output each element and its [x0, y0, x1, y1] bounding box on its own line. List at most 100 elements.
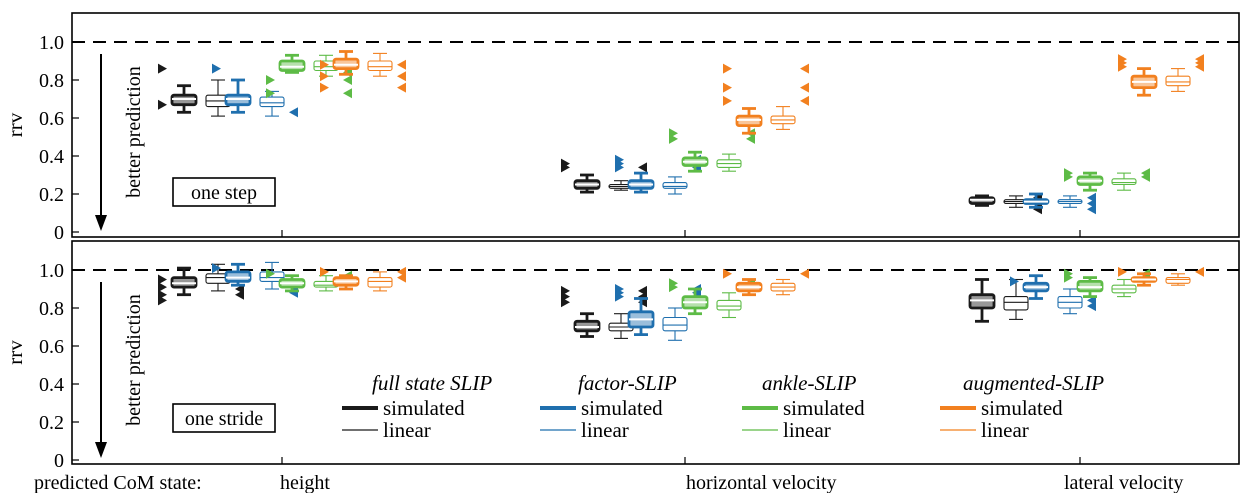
outlier-marker: [1064, 171, 1073, 182]
outlier-marker: [723, 82, 732, 93]
panel-label: one step: [191, 182, 257, 204]
box-full_state_slip-simulated: [968, 278, 996, 323]
legend-model-augmented-slip: augmented-SLIP simulated linear: [940, 371, 1104, 442]
legend-label-linear: linear: [581, 418, 629, 442]
arrow-label: better prediction: [123, 294, 145, 426]
box-body: [662, 316, 688, 332]
legend-title: factor-SLIP: [578, 371, 677, 395]
box-ankle_slip-simulated: [1064, 168, 1104, 192]
box-factor_slip-simulated: [1022, 192, 1050, 209]
outlier-marker: [266, 75, 275, 85]
legend-label-simulated: simulated: [383, 396, 465, 420]
legend-model-factor-slip: factor-SLIP simulated linear: [540, 371, 677, 442]
box-ankle_slip-simulated: [669, 128, 709, 173]
outlier-marker: [800, 95, 809, 106]
panel-label-box: [172, 177, 276, 207]
legend-label-linear: linear: [783, 418, 831, 442]
x-category-label: horizontal velocity: [686, 472, 837, 493]
outlier-marker: [800, 268, 809, 279]
box-body: [1165, 277, 1191, 284]
box-body: [259, 96, 285, 108]
outlier-marker: [746, 133, 755, 144]
legend-title: full state SLIP: [372, 371, 492, 395]
outlier-marker: [158, 99, 167, 110]
outlier-marker: [343, 88, 352, 99]
outlier-marker: [1064, 272, 1073, 283]
legend-model-ankle-slip: ankle-SLIP simulated linear: [742, 371, 865, 442]
outlier-marker: [266, 88, 275, 99]
box-ankle_slip-simulated: [1064, 268, 1104, 299]
legend-label-simulated: simulated: [783, 396, 865, 420]
box-factor_slip-simulated: [615, 284, 655, 337]
outlier-marker: [397, 71, 406, 82]
panel-label: one stride: [185, 408, 263, 430]
x-axis-caption: predicted CoM state:: [34, 472, 202, 493]
outlier-marker: [561, 297, 570, 308]
box-body: [1165, 75, 1191, 87]
plot-frame: [71, 240, 1240, 465]
outlier-marker: [320, 59, 329, 70]
outlier-marker: [800, 82, 809, 93]
outlier-marker: [397, 82, 406, 93]
outlier-marker: [1195, 61, 1204, 72]
box-augmented_slip-linear: [1165, 266, 1204, 286]
y-tick-label: 0: [54, 222, 64, 244]
outlier-marker: [1195, 266, 1204, 277]
box-factor_slip-simulated: [212, 262, 252, 287]
box-full_state_slip-linear: [608, 285, 647, 339]
box-body: [1003, 296, 1029, 311]
y-tick-label: 1.0: [39, 32, 64, 54]
outlier-marker: [397, 272, 406, 283]
box-full_state_slip-simulated: [561, 158, 601, 194]
box-augmented_slip-linear: [770, 268, 809, 296]
legend-label-linear: linear: [981, 418, 1029, 442]
outlier-marker: [158, 295, 167, 306]
arrow-label: better prediction: [123, 66, 145, 198]
box-full_state_slip-simulated: [561, 285, 601, 338]
legend-model-full-state-slip: full state SLIP simulated linear: [342, 371, 492, 442]
box-augmented_slip-simulated: [723, 268, 763, 297]
box-full_state_slip-simulated: [158, 63, 198, 114]
outlier-marker: [1010, 276, 1019, 287]
outlier-marker: [615, 291, 624, 302]
outlier-marker: [1118, 61, 1127, 72]
box-ankle_slip-simulated: [669, 278, 709, 316]
outlier-marker: [561, 162, 570, 173]
box-body: [716, 299, 742, 311]
x-category-label: lateral velocity: [1064, 472, 1183, 493]
arrow-head: [95, 215, 107, 231]
outlier-marker: [1141, 171, 1150, 182]
y-tick-label: 0.6: [39, 336, 64, 358]
outlier-marker: [669, 282, 678, 293]
legend-title: augmented-SLIP: [963, 371, 1104, 395]
outlier-marker: [320, 71, 329, 82]
outlier-marker: [320, 82, 329, 93]
y-tick-label: 0.8: [39, 298, 64, 320]
outlier-marker: [615, 162, 624, 173]
y-tick-label: 0: [54, 450, 64, 472]
outlier-marker: [723, 268, 732, 279]
y-tick-label: 0.4: [39, 146, 64, 168]
outlier-marker: [800, 63, 809, 74]
y-axis-label: rrv: [3, 112, 27, 137]
box-full_state_slip-linear: [205, 79, 231, 117]
outlier-marker: [1087, 301, 1096, 312]
box-ankle_slip-simulated: [266, 268, 306, 293]
box-augmented_slip-linear: [367, 52, 406, 93]
arrow-head: [95, 442, 107, 458]
box-factor_slip-linear: [1057, 192, 1096, 215]
outlier-marker: [638, 162, 647, 173]
legend-label-simulated: simulated: [581, 396, 663, 420]
box-augmented_slip-simulated: [320, 266, 360, 291]
box-factor_slip-simulated: [615, 154, 655, 194]
box-full_state_slip-simulated: [158, 266, 198, 306]
outlier-marker: [320, 266, 329, 277]
outlier-marker: [343, 75, 352, 85]
outlier-marker: [1087, 204, 1096, 215]
outlier-marker: [397, 59, 406, 70]
box-augmented_slip-linear: [770, 63, 809, 130]
box-augmented_slip-simulated: [1118, 266, 1158, 287]
outlier-marker: [723, 95, 732, 106]
y-tick-label: 0.6: [39, 108, 64, 130]
